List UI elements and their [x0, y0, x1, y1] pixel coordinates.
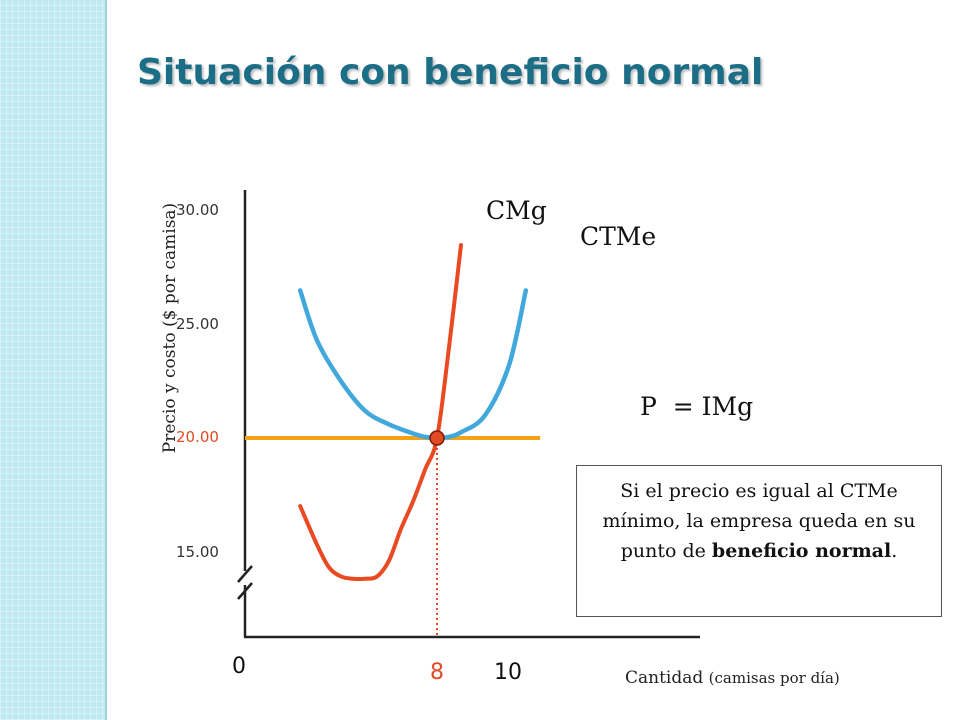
x-tick-0: 0	[232, 654, 246, 679]
x-axis-label: Cantidad (camisas por día)	[625, 668, 840, 688]
slide-title: Situación con beneficio normal	[137, 52, 764, 93]
price-line-label: P = IMg	[640, 392, 754, 421]
axis-break-gap	[240, 571, 250, 585]
cmg-curve-label: CMg	[486, 196, 547, 225]
y-tick-20: 20.00	[176, 428, 219, 446]
decorative-side-band	[0, 0, 105, 720]
y-tick-30: 30.00	[176, 201, 219, 219]
ctme-curve-label: CTMe	[580, 222, 657, 251]
ctme-curve	[297, 288, 529, 441]
annotation-period: .	[891, 540, 898, 562]
y-tick-25: 25.00	[176, 315, 219, 333]
x-tick-10: 10	[494, 660, 522, 685]
annotation-box: Si el precio es igual al CTMe mínimo, la…	[576, 465, 942, 617]
equilibrium-point	[429, 430, 445, 446]
x-axis-label-main: Cantidad	[625, 668, 704, 688]
x-tick-8: 8	[430, 660, 444, 685]
axis-break-slash-1	[237, 565, 253, 583]
y-tick-15: 15.00	[176, 543, 219, 561]
x-axis-label-unit: (camisas por día)	[708, 669, 840, 687]
cmg-curve	[298, 243, 463, 582]
side-band-border	[105, 0, 107, 720]
axis-break-slash-2	[237, 582, 253, 600]
annotation-text: Si el precio es igual al CTMe mínimo, la…	[602, 480, 916, 562]
annotation-emphasis: beneficio normal	[711, 540, 892, 562]
